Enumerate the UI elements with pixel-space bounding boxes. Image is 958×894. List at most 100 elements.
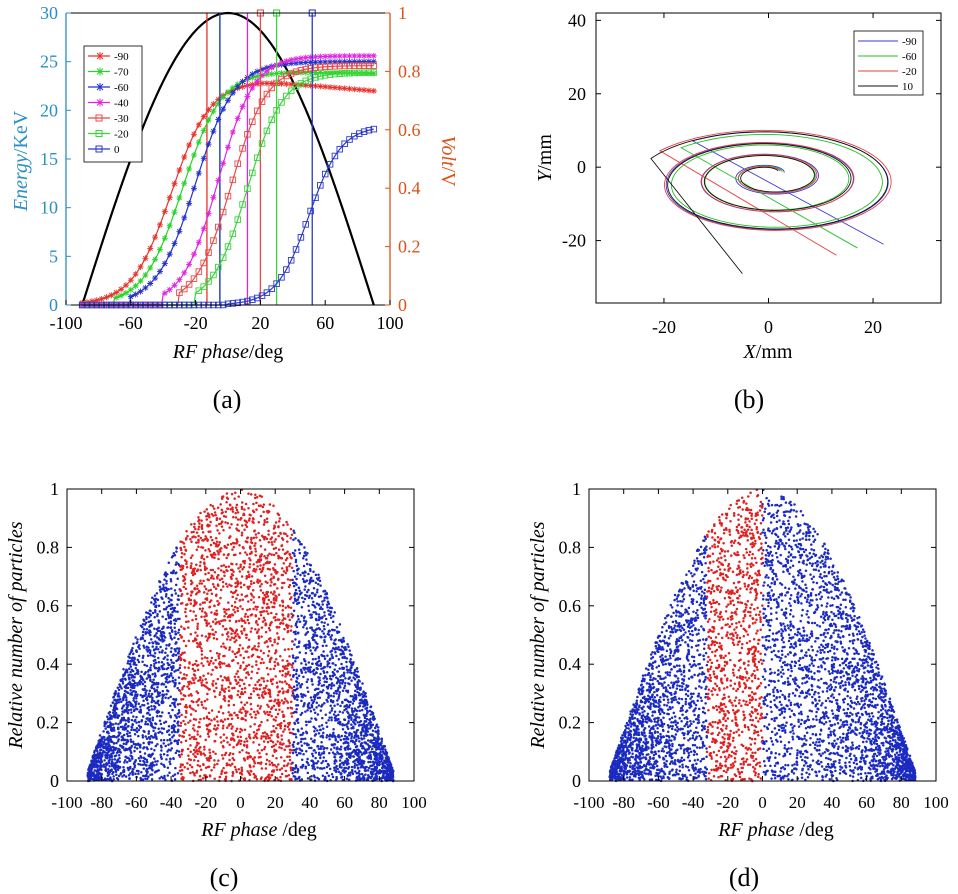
particle-point xyxy=(337,630,341,634)
particle-point xyxy=(162,601,166,604)
particle-point xyxy=(150,700,153,704)
particle-point xyxy=(198,645,202,649)
legend-box xyxy=(853,30,924,96)
particle-point xyxy=(343,718,347,722)
particle-point xyxy=(149,664,153,667)
data-point xyxy=(190,152,197,159)
particle-point xyxy=(270,714,273,718)
data-point xyxy=(239,103,246,110)
particle-point xyxy=(166,666,170,670)
particle-point xyxy=(274,594,277,598)
particle-point xyxy=(166,613,170,617)
particle-point xyxy=(149,755,152,758)
particle-point xyxy=(281,609,285,612)
particle-point xyxy=(126,738,129,742)
particle-point xyxy=(177,668,180,672)
particle-point xyxy=(144,720,148,723)
particle-point xyxy=(304,585,307,588)
particle-point xyxy=(234,620,238,623)
particle-point xyxy=(123,673,126,676)
particle-point xyxy=(192,753,195,756)
data-point xyxy=(147,264,154,271)
particle-point xyxy=(373,726,377,730)
particle-point xyxy=(157,727,160,730)
particle-point xyxy=(214,752,217,755)
particle-point xyxy=(162,763,165,767)
particle-point xyxy=(305,680,309,684)
particle-point xyxy=(300,758,304,761)
particle-point xyxy=(131,652,135,656)
particle-point xyxy=(325,592,329,596)
particle-point xyxy=(358,704,362,708)
particle-point xyxy=(161,711,164,714)
particle-point xyxy=(311,759,314,762)
particle-point xyxy=(230,492,234,496)
particle-point xyxy=(171,676,175,680)
particle-point xyxy=(328,751,331,755)
particle-point xyxy=(155,688,159,692)
particle-point xyxy=(350,726,353,730)
particle-point xyxy=(147,742,151,746)
particle-point xyxy=(145,737,149,741)
particle-point xyxy=(384,748,387,751)
particle-point xyxy=(318,725,321,728)
particle-point xyxy=(139,711,143,714)
particle-point xyxy=(295,676,299,680)
particle-point xyxy=(162,608,166,611)
particle-point xyxy=(142,759,145,763)
particle-point xyxy=(196,625,199,628)
particle-point xyxy=(162,738,166,742)
particle-point xyxy=(120,713,124,716)
particle-point xyxy=(109,727,113,731)
particle-point xyxy=(175,550,178,553)
particle-point xyxy=(369,760,372,764)
particle-point xyxy=(137,702,141,706)
particle-point xyxy=(156,598,160,602)
particle-point xyxy=(175,561,178,564)
particle-point xyxy=(330,649,334,653)
data-point xyxy=(283,92,290,100)
data-point xyxy=(244,93,251,100)
particle-point xyxy=(317,687,320,691)
particle-point xyxy=(220,508,224,512)
particle-point xyxy=(269,739,272,743)
particle-point xyxy=(98,754,102,758)
data-point xyxy=(307,54,314,61)
particle-point xyxy=(326,605,329,609)
particle-point xyxy=(139,624,143,627)
particle-point xyxy=(193,759,196,762)
particle-point xyxy=(173,683,177,686)
particle-point xyxy=(167,597,170,600)
particle-point xyxy=(172,569,175,572)
particle-point xyxy=(106,736,109,740)
particle-point xyxy=(288,562,292,566)
particle-point xyxy=(314,617,318,621)
particle-point xyxy=(359,766,363,769)
particle-point xyxy=(272,575,275,578)
particle-point xyxy=(338,747,341,751)
data-point xyxy=(215,177,222,184)
particle-point xyxy=(334,646,338,650)
data-point xyxy=(365,126,373,134)
particle-point xyxy=(134,636,137,639)
particle-point xyxy=(264,767,268,770)
particle-point xyxy=(133,719,136,723)
particle-point xyxy=(301,577,305,581)
data-point xyxy=(360,128,368,135)
particle-point xyxy=(319,690,322,693)
particle-point xyxy=(276,642,279,645)
particle-point xyxy=(325,644,328,647)
particle-point xyxy=(359,686,362,689)
particle-point xyxy=(170,587,173,590)
particle-point xyxy=(140,771,143,774)
data-point xyxy=(355,130,363,137)
particle-point xyxy=(273,748,276,752)
particle-point xyxy=(131,674,135,677)
particle-point xyxy=(290,612,293,616)
particle-point xyxy=(302,556,305,560)
particle-point xyxy=(353,742,357,746)
data-point xyxy=(361,52,368,59)
particle-point xyxy=(143,684,147,688)
data-point xyxy=(195,170,202,177)
particle-point xyxy=(323,590,327,593)
